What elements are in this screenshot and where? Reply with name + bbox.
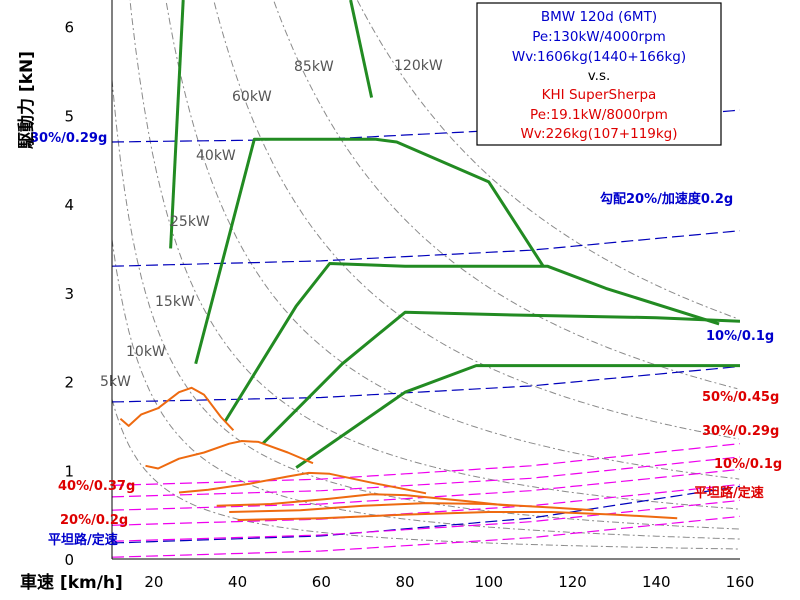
x-tick-label: 140 (642, 573, 671, 591)
series-lines (119, 0, 740, 521)
x-tick-label: 60 (312, 573, 331, 591)
legend-line: Wv:226kg(107+119kg) (520, 126, 677, 142)
power-curve-label: 40kW (196, 148, 236, 164)
bmw-gear-curve (194, 137, 545, 365)
bike-gear-curve (178, 471, 427, 495)
legend-line: Pe:130kW/4000rpm (532, 29, 666, 45)
legend-line: Wv:1606kg(1440+166kg) (512, 49, 686, 65)
bmw-gear-curve (223, 262, 720, 423)
legend-line: BMW 120d (6MT) (541, 9, 657, 25)
y-axis-title: 駆動力 [kN] (16, 51, 37, 149)
x-tick-label: 120 (558, 573, 587, 591)
y-tick-label: 1 (64, 462, 74, 480)
resistance-label-bike: 50%/0.45g (702, 390, 779, 405)
bike-gear-curve (145, 440, 314, 470)
resistance-label-bmw: 勾配20%/加速度0.2g (600, 191, 733, 207)
resistance-label-bmw: 30%/0.29g (30, 131, 107, 146)
bike-gear-curve (216, 493, 510, 507)
power-curve-label: 10kW (126, 344, 166, 360)
power-curve (112, 79, 740, 530)
y-tick-label: 6 (64, 19, 74, 37)
power-curve (112, 399, 740, 550)
bike-gear-curve (229, 502, 594, 513)
x-tick-label: 100 (474, 573, 503, 591)
resistance-line-bmw (112, 485, 740, 544)
resistance-line-bmw (112, 109, 740, 143)
power-curve-label: 60kW (232, 89, 272, 105)
resistance-line-bmw (112, 365, 740, 403)
resistance-label-bmw: 平坦路/定速 (48, 532, 118, 548)
resistance-line-bike (112, 483, 740, 526)
bmw-gear-curve (169, 0, 185, 249)
resistance-label-bmw: 10%/0.1g (706, 329, 774, 344)
y-tick-label: 2 (64, 374, 74, 392)
power-curve (129, 0, 739, 510)
bike-gear-curve (119, 386, 235, 431)
power-curve-label: 120kW (394, 58, 443, 74)
power-curve-label: 5kW (100, 374, 131, 390)
y-tick-label: 5 (64, 107, 74, 125)
power-curve-label: 25kW (170, 214, 210, 230)
x-tick-label: 20 (144, 573, 163, 591)
legend-line: Pe:19.1kW/8000rpm (530, 107, 668, 123)
bmw-gear-curve (261, 310, 740, 445)
x-tick-label: 40 (228, 573, 247, 591)
power-curve-label: 85kW (294, 59, 334, 75)
resistance-label-bike: 20%/0.2g (60, 513, 128, 528)
power-curve-label: 15kW (155, 294, 195, 310)
power-curve (112, 239, 740, 540)
resistance-line-bmw (112, 230, 740, 267)
bmw-gear-curve (349, 0, 374, 98)
bmw-gear-curve (295, 364, 740, 469)
resistance-line-bike (112, 515, 740, 558)
resistance-label-bike: 10%/0.1g (714, 457, 782, 472)
resistance-label-bike: 平坦路/定速 (694, 485, 764, 501)
legend-line: KHI SuperSherpa (542, 87, 657, 103)
resistance-line-bike (112, 499, 740, 542)
legend-line: v.s. (588, 68, 611, 84)
x-axis-title: 車速 [km/h] (20, 572, 123, 593)
legend-box (476, 2, 722, 146)
y-tick-label: 0 (64, 551, 74, 569)
x-tick-label: 80 (396, 573, 415, 591)
axes (111, 0, 740, 560)
curve-labels: 5kW 10kW 15kW 25kW 40kW 60kW 85kW 120kW 30%/0.29… (30, 58, 782, 548)
resistance-label-bike: 30%/0.29g (702, 424, 779, 439)
legend: BMW 120d (6MT) Pe:130kW/4000rpm Wv:1606kg(… (476, 2, 722, 146)
resistance-line-bike (112, 456, 740, 498)
resistance-line-bike (112, 443, 740, 486)
resistance-label-bike: 40%/0.37g (58, 479, 135, 494)
tick-labels: 20 40 60 80 100 120 140 160 0 1 2 3 4 5 6 (64, 19, 754, 591)
y-tick-label: 4 (64, 196, 74, 214)
bike-gear-curve (237, 511, 678, 521)
power-curve (165, 0, 740, 480)
y-tick-label: 3 (64, 285, 74, 303)
x-tick-label: 160 (726, 573, 755, 591)
power-curve (356, 0, 738, 320)
